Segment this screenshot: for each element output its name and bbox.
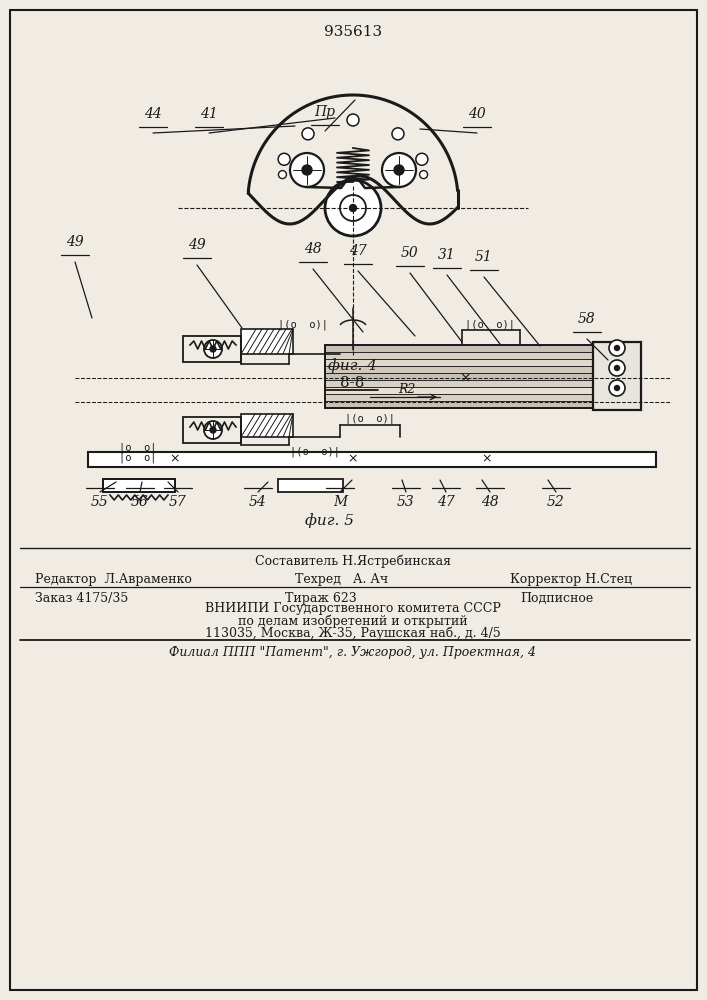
Text: 58: 58 — [578, 312, 596, 326]
Text: 47: 47 — [349, 244, 367, 258]
Circle shape — [290, 153, 324, 187]
Text: |(o  o)|: |(o o)| — [465, 320, 515, 330]
Circle shape — [394, 165, 404, 175]
Text: R2: R2 — [398, 383, 416, 396]
Text: 51: 51 — [475, 250, 493, 264]
Circle shape — [419, 171, 428, 179]
Circle shape — [349, 205, 356, 212]
Text: 55: 55 — [91, 495, 109, 509]
Bar — [88, 452, 656, 467]
Circle shape — [204, 340, 222, 358]
Text: 50: 50 — [401, 246, 419, 260]
Text: 57: 57 — [169, 495, 187, 509]
Text: 49: 49 — [66, 235, 84, 249]
Circle shape — [416, 153, 428, 165]
Circle shape — [609, 380, 625, 396]
Text: 56: 56 — [131, 495, 149, 509]
Text: ×: × — [170, 452, 180, 466]
Text: |(o  o)|: |(o o)| — [278, 320, 328, 330]
Bar — [325, 345, 603, 352]
Text: 52: 52 — [547, 495, 565, 509]
Bar — [241, 414, 293, 437]
Text: 47: 47 — [437, 495, 455, 509]
Circle shape — [325, 180, 381, 236]
Bar — [325, 345, 603, 408]
Text: Тираж 623: Тираж 623 — [285, 592, 357, 605]
Text: 48: 48 — [304, 242, 322, 256]
Text: Корректор Н.Стец: Корректор Н.Стец — [510, 573, 632, 586]
Text: Редактор  Л.Авраменко: Редактор Л.Авраменко — [35, 573, 192, 586]
Text: фиг. 4: фиг. 4 — [329, 358, 378, 373]
Text: ×: × — [481, 452, 492, 466]
Bar — [325, 394, 603, 401]
Bar — [183, 417, 241, 443]
Circle shape — [340, 195, 366, 221]
Text: 53: 53 — [397, 495, 415, 509]
Bar — [325, 401, 603, 408]
Circle shape — [614, 385, 619, 390]
Text: 44: 44 — [144, 107, 162, 121]
Bar — [278, 479, 343, 492]
Circle shape — [609, 360, 625, 376]
Circle shape — [392, 128, 404, 140]
Bar — [325, 359, 603, 366]
Circle shape — [347, 114, 359, 126]
Text: Техред   А. Ач: Техред А. Ач — [295, 573, 388, 586]
Bar — [325, 352, 603, 359]
Text: 31: 31 — [438, 248, 456, 262]
Text: М: М — [333, 495, 347, 509]
Bar — [241, 329, 293, 354]
Text: 40: 40 — [468, 107, 486, 121]
Text: 54: 54 — [249, 495, 267, 509]
Text: Заказ 4175/35: Заказ 4175/35 — [35, 592, 128, 605]
Circle shape — [278, 153, 290, 165]
Text: |(o  o)|: |(o o)| — [290, 446, 340, 457]
Bar — [103, 479, 175, 492]
Text: ВНИИПИ Государственного комитета СССР: ВНИИПИ Государственного комитета СССР — [205, 602, 501, 615]
Text: |o  o|: |o o| — [119, 452, 157, 463]
Circle shape — [279, 171, 286, 179]
Bar — [325, 387, 603, 394]
Bar — [325, 380, 603, 387]
Text: 8-8: 8-8 — [340, 376, 364, 390]
Bar — [325, 373, 603, 380]
Circle shape — [210, 346, 216, 352]
Text: |o  o|: |o o| — [119, 442, 157, 453]
Circle shape — [204, 421, 222, 439]
Bar — [593, 342, 641, 410]
Text: 935613: 935613 — [324, 25, 382, 39]
Text: Филиал ППП "Патент", г. Ужгород, ул. Проектная, 4: Филиал ППП "Патент", г. Ужгород, ул. Про… — [170, 646, 537, 659]
Bar — [325, 366, 603, 373]
Text: ×: × — [459, 371, 471, 385]
Text: фиг. 5: фиг. 5 — [305, 513, 354, 528]
Circle shape — [302, 165, 312, 175]
Circle shape — [382, 153, 416, 187]
Circle shape — [614, 365, 619, 370]
Circle shape — [609, 340, 625, 356]
Circle shape — [614, 346, 619, 351]
Text: по делам изобретений и открытий: по делам изобретений и открытий — [238, 614, 468, 628]
Text: Составитель Н.Ястребинская: Составитель Н.Ястребинская — [255, 555, 451, 568]
Text: 48: 48 — [481, 495, 499, 509]
Bar — [183, 336, 241, 362]
Text: Подписное: Подписное — [520, 592, 593, 605]
Circle shape — [210, 427, 216, 433]
Text: 41: 41 — [200, 107, 218, 121]
Text: Пр: Пр — [315, 105, 336, 119]
Text: 113035, Москва, Ж-35, Раушская наб., д. 4/5: 113035, Москва, Ж-35, Раушская наб., д. … — [205, 626, 501, 640]
Text: 49: 49 — [188, 238, 206, 252]
Text: ×: × — [348, 452, 358, 466]
Circle shape — [302, 128, 314, 140]
Text: |(o  o)|: |(o o)| — [345, 414, 395, 424]
